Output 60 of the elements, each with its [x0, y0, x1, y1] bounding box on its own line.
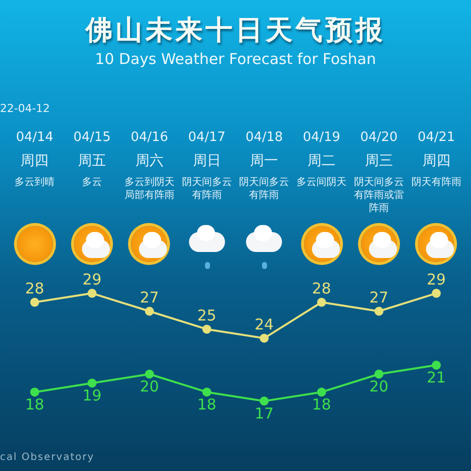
point	[88, 378, 97, 388]
data-label: 29	[426, 270, 446, 289]
data-label: 28	[25, 280, 44, 298]
data-label: 18	[312, 395, 332, 414]
text: 阴天有阵雨	[410, 176, 462, 189]
data-label: 18	[197, 395, 216, 414]
x-tick-label: 04/14	[16, 130, 54, 146]
point	[30, 298, 40, 307]
x-tick-label: 04/18	[245, 130, 283, 146]
data-label: 27	[140, 288, 159, 307]
x-tick-label: 04/17	[188, 130, 226, 146]
x-tick-label: 04/20	[360, 130, 398, 146]
data-label: 27	[369, 288, 388, 307]
point	[144, 306, 154, 316]
point	[374, 370, 384, 379]
text: 周一	[249, 152, 280, 170]
chart-title: 佛山未来十日天气预报	[84, 14, 386, 48]
point	[202, 388, 212, 397]
point	[317, 298, 326, 307]
point	[202, 324, 212, 334]
data-label: 21	[426, 368, 446, 387]
text: 多云	[81, 176, 104, 189]
text: 多云到阴天局部有阵雨	[123, 176, 176, 202]
text: 22-04-12	[0, 102, 50, 115]
text: 多云到晴	[14, 176, 56, 189]
text: 周六	[134, 152, 164, 170]
text: 阴天间多云有阵雨	[180, 176, 233, 202]
x-tick-label: 04/19	[302, 130, 340, 146]
text: cal Observatory	[0, 452, 94, 463]
x-tick-label: 04/16	[130, 130, 168, 146]
chart-subtitle: 10 Days Weather Forecast for Foshan	[94, 50, 377, 68]
text: 周二	[306, 152, 337, 170]
data-label: 29	[82, 270, 102, 289]
point	[30, 388, 40, 397]
text: 周五	[77, 152, 108, 170]
text: 周四	[20, 152, 50, 170]
data-label: 19	[82, 386, 102, 404]
point	[144, 370, 154, 379]
text: 周日	[192, 152, 222, 170]
point	[432, 360, 441, 370]
text: 周四	[421, 152, 452, 170]
data-label: 28	[312, 280, 332, 298]
text: 周三	[364, 152, 394, 170]
data-label: 20	[140, 378, 159, 396]
point	[88, 288, 97, 298]
point	[260, 334, 269, 343]
text: 阴天间多云有阵雨或雷阵雨	[352, 176, 405, 215]
text: 多云间阴天	[296, 176, 348, 189]
data-label: 18	[25, 395, 44, 414]
point	[432, 288, 441, 298]
point	[260, 396, 269, 406]
data-label: 25	[197, 306, 216, 325]
x-tick-label: 04/21	[418, 130, 456, 146]
point	[374, 306, 384, 316]
data-label: 24	[254, 316, 274, 334]
point	[317, 388, 326, 397]
data-label: 17	[254, 404, 274, 422]
data-label: 20	[369, 378, 388, 396]
text: 阴天间多云有阵雨	[238, 176, 290, 202]
x-tick-label: 04/15	[73, 130, 111, 146]
